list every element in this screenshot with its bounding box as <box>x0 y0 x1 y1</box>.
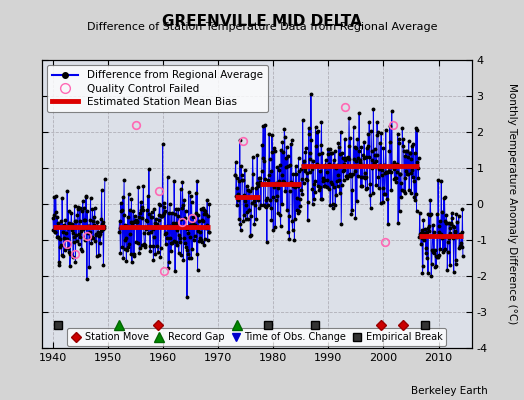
Text: GREENVILLE MID DELTA: GREENVILLE MID DELTA <box>162 14 362 29</box>
Text: Berkeley Earth: Berkeley Earth <box>411 386 487 396</box>
Y-axis label: Monthly Temperature Anomaly Difference (°C): Monthly Temperature Anomaly Difference (… <box>507 83 517 325</box>
Legend: Station Move, Record Gap, Time of Obs. Change, Empirical Break: Station Move, Record Gap, Time of Obs. C… <box>67 328 446 346</box>
Text: Difference of Station Temperature Data from Regional Average: Difference of Station Temperature Data f… <box>87 22 437 32</box>
